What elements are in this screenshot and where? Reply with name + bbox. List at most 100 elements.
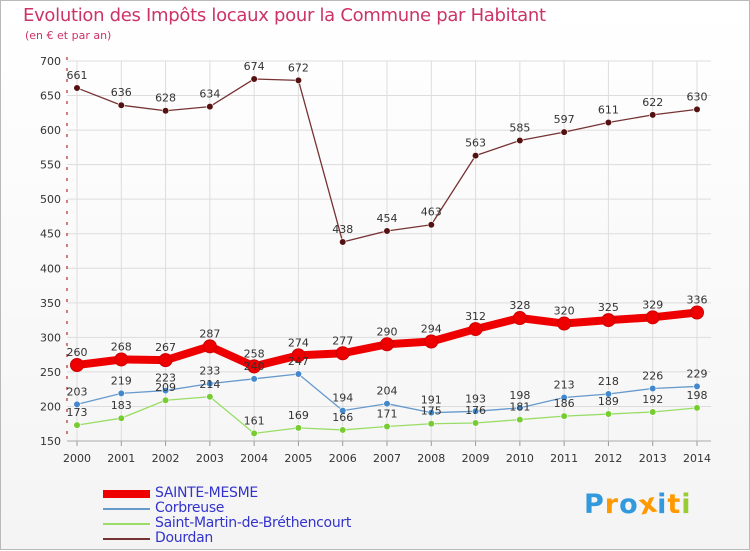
data-point bbox=[73, 84, 81, 92]
data-label: 312 bbox=[465, 310, 486, 323]
data-point bbox=[471, 419, 480, 427]
data-point bbox=[294, 76, 303, 84]
data-point bbox=[383, 227, 391, 235]
data-label: 636 bbox=[111, 86, 132, 99]
data-label: 247 bbox=[288, 355, 309, 368]
data-point bbox=[516, 415, 524, 424]
data-point bbox=[161, 386, 170, 395]
grid-lines bbox=[67, 60, 711, 442]
data-label: 634 bbox=[199, 88, 220, 101]
data-point bbox=[427, 409, 435, 417]
data-label: 597 bbox=[554, 113, 575, 126]
data-point bbox=[427, 420, 435, 428]
data-label: 630 bbox=[687, 90, 708, 103]
data-point bbox=[206, 102, 214, 111]
data-point bbox=[427, 221, 435, 229]
series-lines bbox=[70, 75, 704, 438]
data-label: 258 bbox=[244, 347, 265, 360]
data-point bbox=[117, 414, 125, 422]
data-label: 192 bbox=[642, 393, 663, 406]
data-label: 287 bbox=[199, 327, 220, 340]
data-labels: 203 219 223 233 240 247 194 204 191 193 198 213 218 2… bbox=[67, 60, 708, 427]
x-tick-label: 2000 bbox=[63, 452, 91, 465]
data-label: 672 bbox=[288, 61, 309, 74]
x-tick-label: 2011 bbox=[550, 452, 578, 465]
data-point bbox=[693, 105, 701, 113]
data-label: 240 bbox=[244, 360, 265, 373]
logo-letter: t bbox=[667, 489, 682, 520]
y-tick-label: 400 bbox=[40, 262, 61, 275]
y-tick-label: 700 bbox=[40, 55, 61, 68]
data-point bbox=[645, 310, 660, 325]
y-tick-label: 250 bbox=[40, 366, 61, 379]
data-label: 290 bbox=[377, 325, 398, 338]
data-label: 193 bbox=[465, 392, 486, 405]
data-label: 320 bbox=[554, 305, 575, 318]
x-tick-label: 2010 bbox=[506, 452, 534, 465]
y-tick-label: 650 bbox=[40, 90, 61, 103]
data-label: 214 bbox=[199, 378, 220, 391]
data-point bbox=[693, 382, 701, 391]
y-tick-label: 500 bbox=[40, 193, 61, 206]
data-label: 328 bbox=[509, 299, 530, 312]
data-label: 198 bbox=[687, 389, 708, 402]
data-label: 661 bbox=[67, 69, 88, 82]
data-point bbox=[206, 393, 214, 401]
data-label: 611 bbox=[598, 103, 619, 116]
data-label: 463 bbox=[421, 206, 442, 219]
y-tick-label: 150 bbox=[40, 435, 61, 448]
legend-swatch bbox=[103, 508, 150, 510]
data-point bbox=[158, 353, 173, 368]
data-point bbox=[424, 334, 439, 349]
data-label: 585 bbox=[509, 121, 530, 134]
x-tick-label: 2005 bbox=[284, 452, 312, 465]
logo-letter: i bbox=[681, 489, 692, 520]
data-point bbox=[250, 375, 258, 383]
x-tick-label: 2006 bbox=[329, 452, 357, 465]
data-label: 260 bbox=[67, 346, 88, 359]
data-point bbox=[70, 358, 84, 372]
data-label: 204 bbox=[377, 385, 398, 398]
data-point bbox=[117, 389, 125, 397]
data-label: 175 bbox=[421, 405, 442, 418]
data-point bbox=[380, 337, 394, 352]
data-label: 325 bbox=[598, 301, 619, 314]
logo-letter: r bbox=[604, 489, 620, 520]
axes: 150 200 250 300 350 400 450 500 550 600 650 700 2000… bbox=[40, 55, 711, 465]
data-point bbox=[73, 400, 81, 408]
legend-label: Dourdan bbox=[155, 530, 213, 546]
logo-letter: i bbox=[657, 489, 668, 520]
data-point bbox=[649, 111, 657, 119]
data-point bbox=[339, 407, 347, 415]
data-point bbox=[601, 313, 616, 328]
data-label: 563 bbox=[465, 137, 486, 150]
x-tick-label: 2002 bbox=[152, 452, 180, 465]
data-point bbox=[604, 390, 613, 398]
data-label: 191 bbox=[421, 394, 442, 407]
data-point bbox=[339, 426, 347, 434]
data-label: 223 bbox=[155, 372, 176, 385]
data-label: 267 bbox=[155, 341, 176, 354]
y-tick-label: 300 bbox=[40, 331, 61, 344]
data-point bbox=[557, 316, 572, 331]
data-label: 233 bbox=[199, 365, 220, 378]
data-point bbox=[560, 128, 568, 136]
data-label: 189 bbox=[598, 395, 619, 408]
x-tick-label: 2007 bbox=[373, 452, 401, 465]
data-label: 219 bbox=[111, 374, 132, 387]
logo-letter: P bbox=[584, 489, 605, 520]
data-label: 274 bbox=[288, 336, 309, 349]
data-label: 183 bbox=[111, 399, 132, 412]
data-label: 628 bbox=[155, 92, 176, 105]
data-label: 186 bbox=[554, 397, 575, 410]
data-point bbox=[693, 404, 701, 412]
x-tick-label: 2014 bbox=[683, 452, 711, 465]
data-point bbox=[649, 408, 657, 416]
y-tick-label: 450 bbox=[40, 228, 61, 241]
data-label: 166 bbox=[332, 411, 353, 424]
legend-label: SAINTE-MESME bbox=[155, 485, 258, 501]
data-label: 209 bbox=[155, 381, 176, 394]
data-point bbox=[247, 359, 262, 374]
